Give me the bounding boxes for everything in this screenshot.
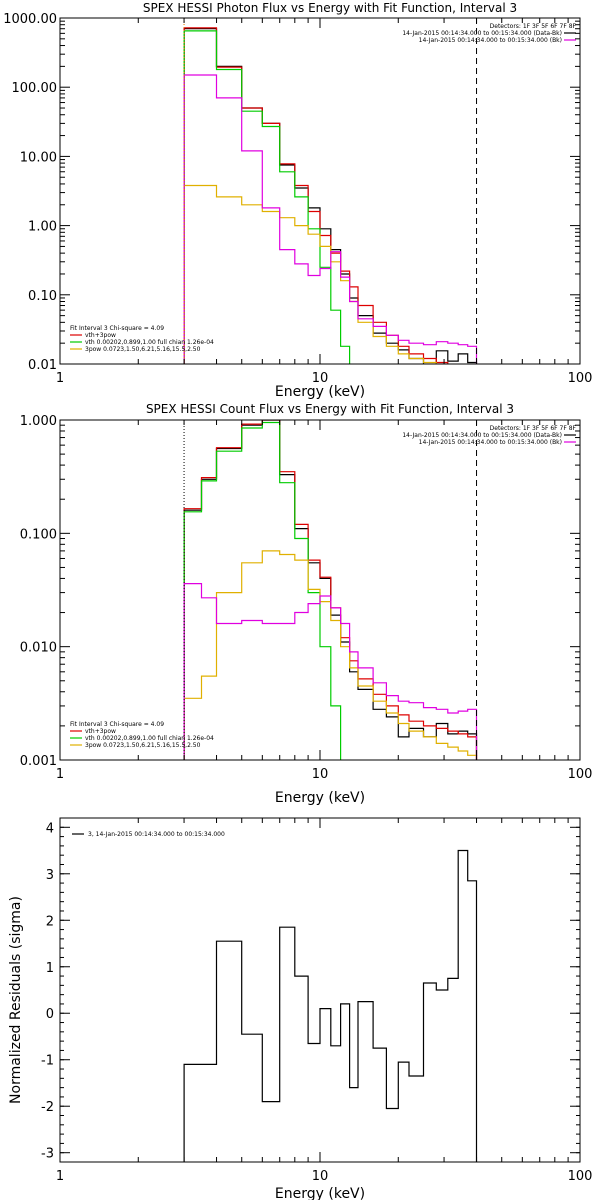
series-line-4 (183, 583, 478, 760)
y-tick-label: 1.000 (20, 414, 57, 429)
legend-entry-label: 3pow 0.0723,1.50,6.21,5.16,15.5,2.50 (85, 742, 201, 749)
legend-header: Fit Interval 3 Chi-square = 4.09 (70, 721, 164, 728)
x-tick-label: 1 (56, 371, 64, 386)
count-flux-x-axis-label: Energy (keV) (275, 790, 365, 806)
x-axis: 1 10 100 (56, 18, 593, 386)
legend-bottom-left: Fit Interval 3 Chi-square = 4.09vth+3pow… (70, 325, 214, 353)
legend-top-right: Detectors: 1F 3F 5F 6F 7F 8F14-Jan-2015 … (402, 425, 576, 446)
residuals-y-axis-label: Normalized Residuals (sigma) (8, 896, 24, 1104)
x-tick-label: 1 (56, 1169, 64, 1184)
y-tick-label: 4 (46, 821, 54, 836)
y-tick-label: -1 (41, 1054, 54, 1069)
legend-header: Detectors: 1F 3F 5F 6F 7F 8F (490, 425, 577, 432)
legend-entry-label: vth 0.00202,0.899,1.00 full chian 1.26e-… (85, 339, 214, 346)
y-axis: 0.01 0.10 1.00 10.00 100.00 1000.00 (3, 12, 580, 373)
x-tick-label: 10 (312, 371, 329, 386)
y-tick-label: 1.00 (28, 220, 57, 235)
axes-frame (59, 817, 581, 1163)
legend-top-right: Detectors: 1F 3F 5F 6F 7F 8F14-Jan-2015 … (402, 23, 576, 44)
legend-entry-label: vth+3pow (85, 728, 116, 735)
series-group (183, 420, 478, 760)
series-line-0 (183, 28, 478, 364)
residuals-panel: Energy (keV) Normalized Residuals (sigma… (8, 817, 593, 1200)
y-tick-label: 0.010 (20, 641, 57, 656)
y-tick-label: 0.10 (28, 289, 57, 304)
photon-flux-x-axis-label: Energy (keV) (275, 384, 365, 400)
photon-flux-title: SPEX HESSI Photon Flux vs Energy with Fi… (143, 1, 517, 15)
residuals-x-axis-label: Energy (keV) (275, 1186, 365, 1200)
y-tick-label: 0.01 (28, 358, 57, 373)
y-tick-label: -2 (41, 1100, 54, 1115)
y-axis: -3 -2 -1 0 1 2 3 4 (41, 821, 580, 1163)
series-line-4 (183, 74, 478, 364)
legend-header: Fit Interval 3 Chi-square = 4.09 (70, 325, 164, 332)
x-tick-label: 1 (56, 767, 64, 782)
count-flux-panel: SPEX HESSI Count Flux vs Energy with Fit… (20, 402, 593, 806)
photon-flux-panel: SPEX HESSI Photon Flux vs Energy with Fi… (3, 1, 592, 400)
legend-entry-label: 3, 14-Jan-2015 00:14:34.000 to 00:15:34.… (88, 831, 225, 838)
x-tick-label: 100 (568, 767, 593, 782)
y-tick-label: 3 (46, 868, 54, 883)
y-tick-label: 0.001 (20, 754, 57, 769)
x-tick-label: 10 (312, 1169, 329, 1184)
y-tick-label: 100.00 (12, 81, 58, 96)
legend-entry-label: 3pow 0.0723,1.50,6.21,5.16,15.5,2.50 (85, 346, 201, 353)
series-line-0 (183, 849, 478, 1162)
legend-top-left: 3, 14-Jan-2015 00:14:34.000 to 00:15:34.… (72, 831, 225, 838)
x-axis: 1 10 100 (56, 818, 593, 1184)
series-line-2 (183, 30, 351, 364)
x-tick-label: 100 (568, 371, 593, 386)
legend-entry-label: 14-Jan-2015 00:14:34.000 to 00:15:34.000… (419, 37, 562, 44)
count-flux-title: SPEX HESSI Count Flux vs Energy with Fit… (146, 402, 514, 416)
y-axis: 0.001 0.010 0.100 1.000 (20, 414, 580, 769)
legend-entry-label: 14-Jan-2015 00:14:34.000 to 00:15:34.000… (419, 439, 562, 446)
y-tick-label: 0 (46, 1007, 54, 1022)
axes-frame (59, 17, 581, 365)
legend-bottom-left: Fit Interval 3 Chi-square = 4.09vth+3pow… (70, 721, 214, 749)
y-tick-label: 1000.00 (3, 12, 57, 27)
series-line-3 (183, 550, 478, 760)
x-tick-label: 100 (568, 1169, 593, 1184)
y-tick-label: -3 (41, 1147, 54, 1162)
legend-entry-label: vth 0.00202,0.899,1.00 full chian 1.26e-… (85, 735, 214, 742)
y-tick-label: 10.00 (20, 150, 57, 165)
x-axis: 1 10 100 (56, 420, 593, 782)
legend-entry-label: vth+3pow (85, 332, 116, 339)
legend-entry-label: 14-Jan-2015 00:14:34.000 to 00:15:34.000… (402, 30, 562, 37)
legend-header: Detectors: 1F 3F 5F 6F 7F 8F (490, 23, 577, 30)
y-tick-label: 0.100 (20, 527, 57, 542)
series-line-2 (183, 421, 342, 760)
y-tick-label: 1 (46, 961, 54, 976)
series-group (183, 849, 478, 1162)
series-group (183, 27, 478, 364)
legend-entry-label: 14-Jan-2015 00:14:34.000 to 00:15:34.000… (402, 432, 562, 439)
y-tick-label: 2 (46, 914, 54, 929)
series-line-1 (183, 27, 449, 364)
x-tick-label: 10 (312, 767, 329, 782)
